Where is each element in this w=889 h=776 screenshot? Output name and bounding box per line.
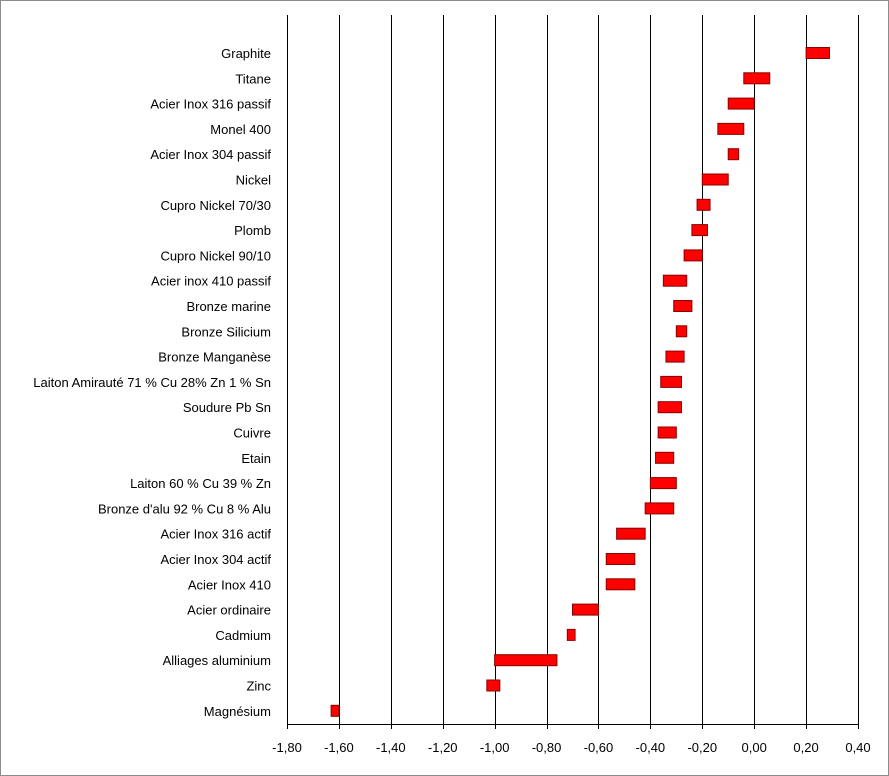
category-label: Laiton Amirauté 71 % Cu 28% Zn 1 % Sn (33, 375, 271, 390)
category-label: Acier Inox 316 passif (150, 97, 271, 112)
range-bar (717, 122, 745, 135)
category-label: Acier ordinaire (187, 603, 271, 618)
range-bar (616, 527, 646, 540)
range-bar (330, 704, 340, 717)
category-label: Laiton 60 % Cu 39 % Zn (130, 476, 271, 491)
category-label: Bronze d'alu 92 % Cu 8 % Alu (98, 501, 271, 516)
category-label: Acier inox 410 passif (151, 274, 271, 289)
category-label: Cupro Nickel 70/30 (160, 198, 271, 213)
range-bar (657, 426, 677, 439)
category-label-layer: Graphite Titane Acier Inox 316 passif Monel… (33, 46, 271, 719)
x-tick-label-layer: -1,80 -1,60 -1,40 -1,20 -1,00 -0,80 -0,60 -0,40… (272, 740, 870, 755)
x-tick-label: -1,80 (272, 740, 302, 755)
range-bar (660, 375, 683, 388)
x-tick-label: -0,60 (584, 740, 614, 755)
range-bar (683, 249, 703, 262)
category-label: Cadmium (215, 628, 271, 643)
category-label: Zinc (246, 679, 271, 694)
range-bar (701, 173, 729, 186)
category-label: Nickel (236, 173, 272, 188)
category-label: Acier Inox 316 actif (160, 527, 271, 542)
category-label: Monel 400 (210, 122, 271, 137)
x-tick-label: -1,20 (428, 740, 458, 755)
category-label: Bronze Manganèse (158, 350, 271, 365)
range-bar (691, 224, 708, 237)
range-bar (657, 401, 683, 414)
range-bar (605, 553, 636, 565)
category-label: Titane (235, 71, 271, 86)
category-label: Soudure Pb Sn (183, 400, 271, 415)
category-label: Etain (241, 451, 271, 466)
range-bar (655, 451, 675, 464)
x-tick-label: -0,40 (636, 740, 666, 755)
x-tick-label: 0,00 (742, 740, 767, 755)
x-tick-label: -1,40 (376, 740, 406, 755)
x-tick-label: 0,40 (845, 740, 870, 755)
grid-layer (287, 15, 859, 729)
category-label: Magnésium (204, 704, 271, 719)
x-tick-label: -1,60 (324, 740, 354, 755)
bar-layer (330, 47, 830, 717)
range-bar (605, 578, 636, 591)
category-label: Acier Inox 304 actif (160, 552, 271, 567)
x-tick-label: -1,00 (480, 740, 510, 755)
category-label: Cupro Nickel 90/10 (160, 248, 271, 263)
category-label: Cuivre (233, 426, 271, 441)
category-label: Acier Inox 304 passif (150, 147, 271, 162)
range-bar (743, 72, 771, 85)
range-bar (486, 679, 501, 692)
x-tick-label: -0,20 (687, 740, 717, 755)
range-bar (727, 97, 755, 110)
range-bar (566, 628, 576, 641)
category-label: Bronze Silicium (181, 324, 271, 339)
category-label: Bronze marine (186, 299, 271, 314)
range-bar (727, 148, 740, 161)
category-label: Graphite (221, 46, 271, 61)
range-bar (665, 350, 685, 363)
range-bar (572, 603, 599, 616)
range-bar (673, 300, 693, 312)
range-bar (805, 47, 830, 59)
x-tick-label: 0,20 (793, 740, 818, 755)
range-bar (696, 198, 711, 211)
category-label: Alliages aluminium (163, 653, 271, 668)
category-label: Plomb (234, 223, 271, 238)
x-tick-label: -0,80 (532, 740, 562, 755)
range-bar (675, 325, 688, 338)
category-label: Acier Inox 410 (188, 577, 271, 592)
range-bar (662, 274, 688, 287)
range-bar (644, 502, 675, 515)
range-bar (649, 477, 677, 490)
range-bar (494, 654, 558, 667)
